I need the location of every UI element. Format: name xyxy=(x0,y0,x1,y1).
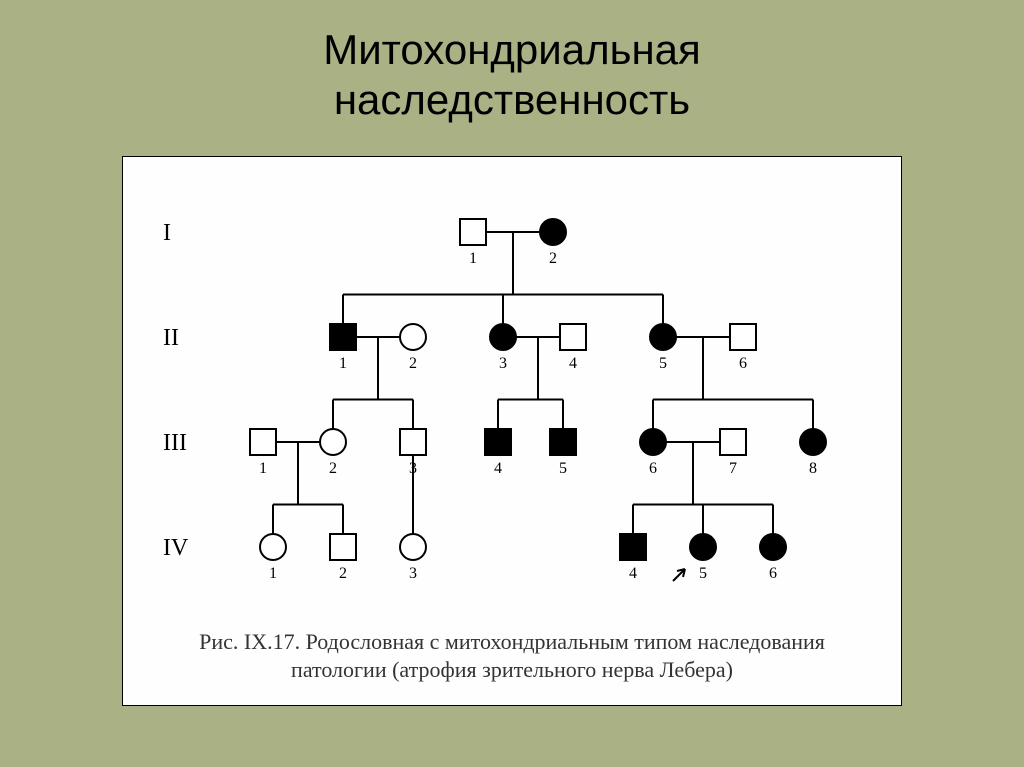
page-title: Митохондриальная наследственность xyxy=(323,25,701,126)
individual-number: 4 xyxy=(629,565,637,582)
male-symbol xyxy=(400,429,426,455)
individual-number: 2 xyxy=(549,250,557,267)
male-symbol xyxy=(550,429,576,455)
male-symbol xyxy=(330,324,356,350)
male-symbol xyxy=(560,324,586,350)
male-symbol xyxy=(460,219,486,245)
individual-number: 1 xyxy=(269,565,277,582)
male-symbol xyxy=(720,429,746,455)
female-symbol xyxy=(400,324,426,350)
female-symbol xyxy=(650,324,676,350)
pedigree-svg: 1 2 1 2 3 4 5 6 1 2 3 4 5 6 7 8 1 2 3 4 5 6 xyxy=(163,177,863,597)
female-symbol xyxy=(320,429,346,455)
female-symbol xyxy=(800,429,826,455)
individual-number: 5 xyxy=(659,355,667,372)
individual-number: 4 xyxy=(569,355,577,372)
male-symbol xyxy=(330,534,356,560)
individual-number: 1 xyxy=(339,355,347,372)
female-symbol xyxy=(690,534,716,560)
individual-number: 4 xyxy=(494,460,502,477)
individual-number: 5 xyxy=(699,565,707,582)
female-symbol xyxy=(640,429,666,455)
figure-caption: Рис. IX.17. Родословная с митохондриальн… xyxy=(123,628,901,685)
pedigree-figure: IIIIIIIV 1212345612345678123456 Рис. IX.… xyxy=(122,156,902,706)
title-line2: наследственность xyxy=(323,75,701,125)
individual-number: 3 xyxy=(409,460,417,477)
individual-number: 8 xyxy=(809,460,817,477)
individual-number: 7 xyxy=(729,460,737,477)
pedigree-canvas: IIIIIIIV 1212345612345678123456 xyxy=(163,177,861,605)
individual-number: 3 xyxy=(499,355,507,372)
female-symbol xyxy=(400,534,426,560)
male-symbol xyxy=(250,429,276,455)
individual-number: 6 xyxy=(649,460,657,477)
individual-number: 1 xyxy=(469,250,477,267)
individual-number: 2 xyxy=(339,565,347,582)
male-symbol xyxy=(485,429,511,455)
caption-line2: патологии (атрофия зрительного нерва Леб… xyxy=(123,656,901,685)
proband-arrow-icon xyxy=(673,569,685,581)
individual-number: 5 xyxy=(559,460,567,477)
individual-number: 3 xyxy=(409,565,417,582)
female-symbol xyxy=(760,534,786,560)
female-symbol xyxy=(260,534,286,560)
individual-number: 6 xyxy=(769,565,777,582)
female-symbol xyxy=(490,324,516,350)
caption-line1: Рис. IX.17. Родословная с митохондриальн… xyxy=(123,628,901,657)
individual-number: 6 xyxy=(739,355,747,372)
female-symbol xyxy=(540,219,566,245)
individual-number: 2 xyxy=(329,460,337,477)
male-symbol xyxy=(620,534,646,560)
individual-number: 1 xyxy=(259,460,267,477)
title-line1: Митохондриальная xyxy=(323,25,701,75)
individual-number: 2 xyxy=(409,355,417,372)
male-symbol xyxy=(730,324,756,350)
